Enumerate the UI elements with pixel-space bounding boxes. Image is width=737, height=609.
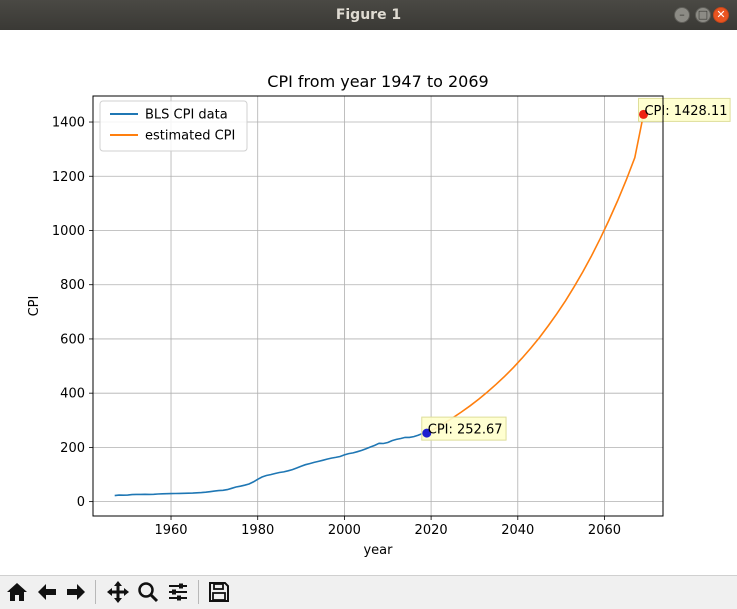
home-icon: [7, 583, 27, 601]
back-button[interactable]: [33, 578, 61, 606]
home-button[interactable]: [3, 578, 31, 606]
x-tick-label: 2020: [415, 523, 448, 538]
x-tick-label: 2060: [588, 523, 621, 538]
annotation-box: [637, 97, 731, 122]
back-icon: [38, 584, 56, 600]
forward-button[interactable]: [62, 578, 90, 606]
pan-button[interactable]: [104, 578, 132, 606]
toolbar-separator: [198, 580, 199, 604]
y-axis-label: CPI: [27, 296, 42, 317]
y-tick-label: 0: [77, 495, 85, 510]
chart-title: CPI from year 1947 to 2069: [267, 72, 488, 91]
series-layer: [114, 114, 645, 497]
annotation-box: [421, 416, 507, 441]
y-tick-label: 1200: [52, 170, 85, 185]
y-tick-label: 400: [60, 387, 85, 402]
legend-label: BLS CPI data: [145, 108, 228, 123]
window-titlebar: Figure 1 – □ ✕: [0, 0, 737, 30]
chart: 1960 1980 2000 2020 2040 2060 0 200 400 600 800 10…: [27, 72, 731, 558]
x-tick-label: 1980: [241, 523, 274, 538]
y-tick-label: 600: [60, 332, 85, 347]
annotation-marker: [638, 109, 648, 119]
close-button[interactable]: ✕: [713, 7, 729, 23]
annotation-marker: [422, 428, 432, 438]
axes-frame: [92, 95, 664, 517]
x-tick-label: 2040: [501, 523, 534, 538]
x-tick-label: 2000: [328, 523, 361, 538]
y-tick-label: 200: [60, 441, 85, 456]
x-axis-label: year: [363, 543, 393, 558]
x-axis-ticks: 1960 1980 2000 2020 2040 2060: [154, 516, 621, 538]
annotation-label: CPI: 1428.11: [644, 104, 727, 119]
pan-icon: [107, 581, 129, 603]
y-axis-ticks: 0 200 400 600 800 1000 1200 1400: [52, 116, 93, 510]
y-tick-label: 800: [60, 278, 85, 293]
save-button[interactable]: [205, 578, 233, 606]
configure-subplots-button[interactable]: [164, 578, 192, 606]
series-line: [114, 432, 427, 497]
legend-label: estimated CPI: [145, 129, 235, 144]
grid: [93, 96, 663, 516]
series-line: [426, 114, 645, 434]
y-tick-label: 1000: [52, 224, 85, 239]
window-title: Figure 1: [335, 7, 402, 23]
zoom-icon: [138, 582, 159, 603]
navigation-toolbar: [0, 575, 737, 609]
save-icon: [209, 582, 229, 602]
minimize-button[interactable]: –: [674, 7, 690, 23]
forward-icon: [67, 584, 85, 600]
toolbar-separator: [95, 580, 96, 604]
legend: BLS CPI data estimated CPI: [99, 100, 248, 152]
y-tick-label: 1400: [52, 116, 85, 131]
figure-canvas: 1960 1980 2000 2020 2040 2060 0 200 400 600 800 10…: [0, 30, 737, 575]
maximize-button[interactable]: □: [695, 7, 711, 23]
zoom-button[interactable]: [134, 578, 162, 606]
configure-subplots-icon: [169, 583, 187, 601]
annotation-label: CPI: 252.67: [428, 423, 503, 438]
x-tick-label: 1960: [154, 523, 187, 538]
annotations: CPI: 252.67 CPI: 1428.11: [421, 97, 731, 441]
